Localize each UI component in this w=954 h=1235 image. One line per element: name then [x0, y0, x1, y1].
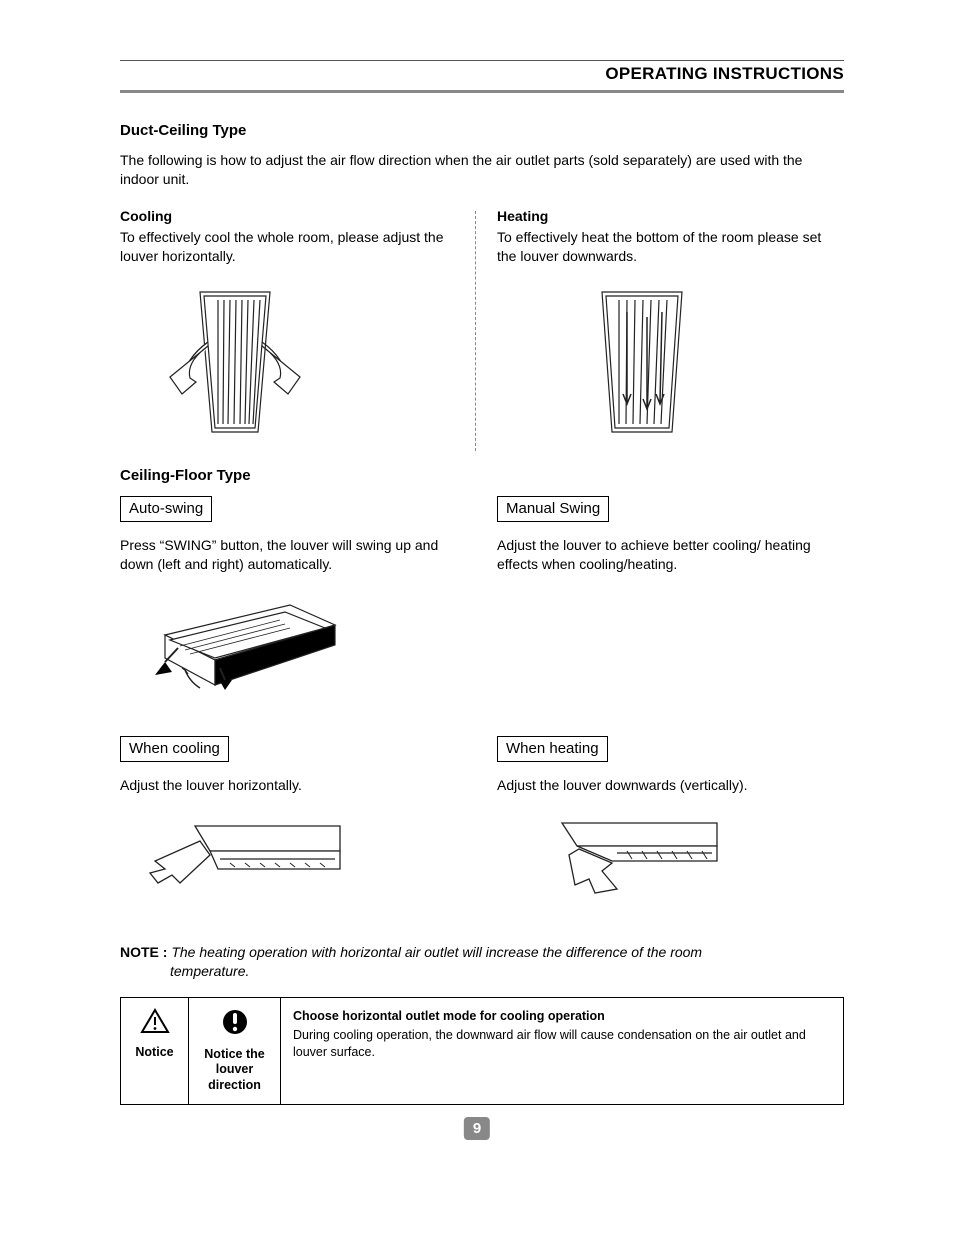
auto-swing-column: Auto-swing Press “SWING” button, the lou…: [120, 496, 467, 718]
manual-swing-text: Adjust the louver to achieve better cool…: [497, 536, 844, 574]
notice-box: Notice Notice the louver direction Choos…: [120, 997, 844, 1105]
notice-body-title: Choose horizontal outlet mode for coolin…: [293, 1008, 605, 1025]
manual-swing-label: Manual Swing: [497, 496, 609, 522]
note-label: NOTE :: [120, 944, 167, 960]
warning-circle-icon: [221, 1008, 249, 1041]
heating-title: Heating: [497, 207, 844, 226]
heating-diagram: [577, 282, 844, 442]
auto-swing-diagram: [130, 590, 467, 700]
note-line: NOTE : The heating operation with horizo…: [120, 943, 844, 981]
note-text-2: temperature.: [170, 962, 844, 981]
manual-swing-column: Manual Swing Adjust the louver to achiev…: [497, 496, 844, 718]
column-divider: [475, 211, 476, 451]
when-cooling-diagram: [140, 811, 467, 901]
when-cooling-column: When cooling Adjust the louver horizonta…: [120, 736, 467, 929]
notice-label-1: Notice: [135, 1045, 173, 1061]
duct-ceiling-intro: The following is how to adjust the air f…: [120, 151, 844, 189]
when-cooling-text: Adjust the louver horizontally.: [120, 776, 467, 795]
note-text: The heating operation with horizontal ai…: [171, 944, 702, 960]
notice-body-text: During cooling operation, the downward a…: [293, 1027, 831, 1061]
when-heating-diagram: [517, 811, 844, 911]
cooling-text: To effectively cool the whole room, plea…: [120, 228, 467, 266]
when-cooling-label: When cooling: [120, 736, 229, 762]
page-number: 9: [464, 1119, 490, 1139]
ceiling-floor-title: Ceiling-Floor Type: [120, 466, 844, 486]
notice-cell-2: Notice the louver direction: [189, 998, 281, 1104]
cooling-title: Cooling: [120, 207, 467, 226]
notice-cell-1: Notice: [121, 998, 189, 1104]
cooling-column: Cooling To effectively cool the whole ro…: [120, 207, 467, 460]
when-heating-text: Adjust the louver downwards (vertically)…: [497, 776, 844, 795]
header-title: OPERATING INSTRUCTIONS: [605, 63, 844, 86]
notice-label-2: Notice the louver direction: [195, 1047, 274, 1094]
ceiling-floor-section: Ceiling-Floor Type Auto-swing Press “SWI…: [120, 466, 844, 929]
warning-triangle-icon: [140, 1008, 170, 1039]
heating-text: To effectively heat the bottom of the ro…: [497, 228, 844, 266]
when-heating-column: When heating Adjust the louver downwards…: [497, 736, 844, 929]
heating-column: Heating To effectively heat the bottom o…: [497, 207, 844, 460]
notice-cell-3: Choose horizontal outlet mode for coolin…: [281, 998, 843, 1104]
auto-swing-label: Auto-swing: [120, 496, 212, 522]
cooling-diagram: [160, 282, 467, 442]
page-header: OPERATING INSTRUCTIONS: [120, 63, 844, 93]
duct-ceiling-title: Duct-Ceiling Type: [120, 121, 844, 141]
page-number-badge: 9: [464, 1117, 490, 1140]
auto-swing-text: Press “SWING” button, the louver will sw…: [120, 536, 467, 574]
duct-ceiling-section: Duct-Ceiling Type The following is how t…: [120, 121, 844, 460]
when-heating-label: When heating: [497, 736, 608, 762]
